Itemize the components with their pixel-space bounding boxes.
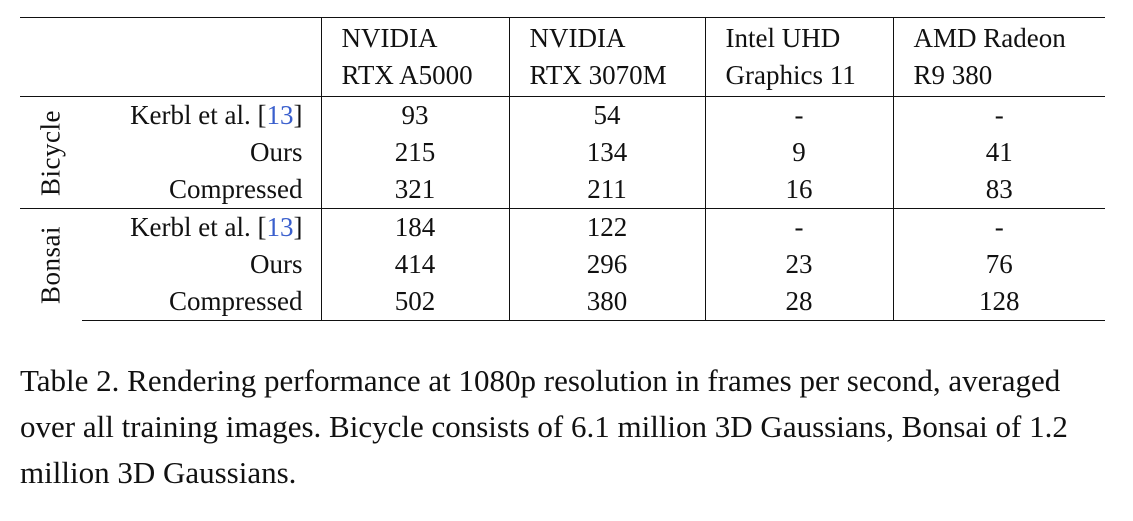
- method-cell: Ours: [82, 246, 322, 283]
- group-label-cell: Bicycle: [20, 96, 82, 209]
- header-empty-group: [20, 17, 82, 97]
- value-cell: 83: [985, 174, 1013, 204]
- method-name: Compressed: [169, 286, 303, 316]
- header-gpu-line1: Intel UHD: [725, 23, 841, 53]
- method-cell: Kerbl et al. [13]: [82, 208, 322, 246]
- table-row: Ours 414 296 23 76: [20, 246, 1105, 283]
- results-table-container: NVIDIA RTX A5000 NVIDIA RTX 3070M Intel …: [20, 17, 1105, 321]
- value-cell: 76: [985, 249, 1013, 279]
- group-label-bonsai: Bonsai: [35, 225, 66, 304]
- header-gpu-line1: NVIDIA: [529, 23, 626, 53]
- method-name: Kerbl et al. [: [130, 212, 267, 242]
- header-gpu-line2: Graphics 11: [725, 60, 856, 90]
- method-cell: Compressed: [82, 283, 322, 321]
- header-gpu-rtx-a5000: NVIDIA RTX A5000: [321, 17, 510, 97]
- value-cell: 184: [321, 208, 510, 246]
- value-cell: -: [705, 208, 894, 246]
- header-gpu-line2: R9 380: [913, 60, 993, 90]
- value-cell: 414: [321, 246, 510, 283]
- header-gpu-line1: NVIDIA: [341, 23, 438, 53]
- table-row: Ours 215 134 9 41: [20, 134, 1105, 171]
- header-gpu-amd-radeon: AMD Radeon R9 380: [893, 17, 1105, 97]
- value-cell: 41: [985, 137, 1013, 167]
- header-gpu-line2: RTX 3070M: [529, 60, 667, 90]
- value-cell: 16: [705, 171, 894, 209]
- value-cell: -: [893, 208, 1105, 246]
- value-cell: 28: [705, 283, 894, 321]
- method-name-end: ]: [293, 212, 303, 242]
- value-cell: -: [705, 96, 894, 134]
- method-name: Kerbl et al. [: [130, 100, 267, 130]
- value-cell: 215: [321, 134, 510, 171]
- group-label-cell: Bonsai: [20, 208, 82, 321]
- method-name-end: ]: [293, 100, 303, 130]
- method-name: Compressed: [169, 174, 303, 204]
- citation-link[interactable]: 13: [266, 212, 294, 242]
- rendering-performance-table: NVIDIA RTX A5000 NVIDIA RTX 3070M Intel …: [20, 17, 1105, 321]
- value-cell: 380: [509, 283, 706, 321]
- value-cell: 502: [321, 283, 510, 321]
- header-gpu-line2: RTX A5000: [341, 60, 473, 90]
- value-cell: 54: [509, 96, 706, 134]
- method-name: Ours: [250, 249, 303, 279]
- table-header-row: NVIDIA RTX A5000 NVIDIA RTX 3070M Intel …: [20, 17, 1105, 97]
- header-empty-method: [82, 17, 322, 97]
- method-name: Ours: [250, 137, 303, 167]
- group-label-bicycle: Bicycle: [35, 109, 66, 196]
- method-cell: Compressed: [82, 171, 322, 209]
- method-cell: Kerbl et al. [13]: [82, 96, 322, 134]
- table-row: Bicycle Kerbl et al. [13] 93 54 - -: [20, 96, 1105, 209]
- value-cell: 211: [509, 171, 706, 209]
- table-row: Compressed 321 211 16 83: [20, 171, 1105, 209]
- table-row: Compressed 502 380 28 128: [20, 283, 1105, 321]
- header-gpu-rtx-3070m: NVIDIA RTX 3070M: [509, 17, 706, 97]
- method-cell: Ours: [82, 134, 322, 171]
- value-cell: 23: [705, 246, 894, 283]
- citation-link[interactable]: 13: [266, 100, 294, 130]
- value-cell: -: [893, 96, 1105, 134]
- table-row: Bonsai Kerbl et al. [13] 184 122 - -: [20, 208, 1105, 321]
- value-cell: 321: [321, 171, 510, 209]
- table-caption: Table 2. Rendering performance at 1080p …: [20, 363, 1068, 490]
- value-cell: 9: [705, 134, 894, 171]
- value-cell: 134: [509, 134, 706, 171]
- value-cell: 93: [321, 96, 510, 134]
- header-gpu-line1: AMD Radeon: [913, 23, 1066, 53]
- header-gpu-intel-uhd: Intel UHD Graphics 11: [705, 17, 894, 97]
- value-cell: 296: [509, 246, 706, 283]
- value-cell: 122: [509, 208, 706, 246]
- value-cell: 128: [893, 283, 1105, 321]
